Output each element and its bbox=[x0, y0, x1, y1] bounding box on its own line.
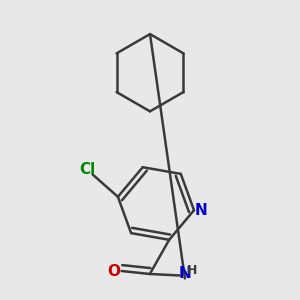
Text: N: N bbox=[195, 203, 208, 218]
Text: O: O bbox=[107, 263, 120, 278]
Text: H: H bbox=[187, 264, 197, 277]
Text: Cl: Cl bbox=[79, 162, 95, 177]
Text: N: N bbox=[178, 266, 191, 281]
